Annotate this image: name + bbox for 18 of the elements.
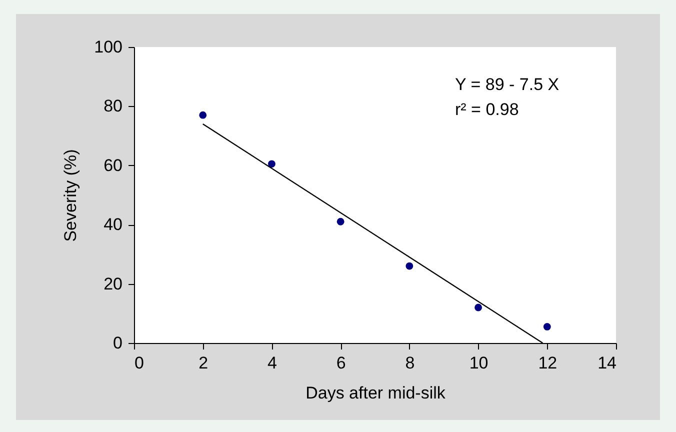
y-tick-label: 40 — [104, 215, 122, 234]
x-tick-label: 8 — [405, 354, 415, 372]
y-tick-label: 100 — [94, 38, 122, 56]
y-tick-label: 0 — [113, 334, 122, 352]
y-axis-title: Severity (%) — [61, 149, 80, 242]
x-tick-label: 6 — [336, 354, 346, 372]
x-tick-label: 2 — [198, 354, 208, 372]
x-axis-title: Days after mid-silk — [306, 384, 446, 402]
y-tick-label: 80 — [104, 96, 122, 116]
x-tick-label: 4 — [267, 354, 277, 372]
x-tick-label: 10 — [469, 354, 488, 372]
y-tick-label: 60 — [104, 156, 122, 175]
annotation: Y = 89 - 7.5 X — [455, 75, 560, 94]
x-tick-label: 14 — [598, 354, 616, 372]
y-tick-label: 20 — [104, 274, 122, 294]
annotation: r² = 0.98 — [455, 100, 519, 119]
x-tick-label: 12 — [538, 354, 558, 372]
x-tick-label: 0 — [134, 354, 144, 372]
